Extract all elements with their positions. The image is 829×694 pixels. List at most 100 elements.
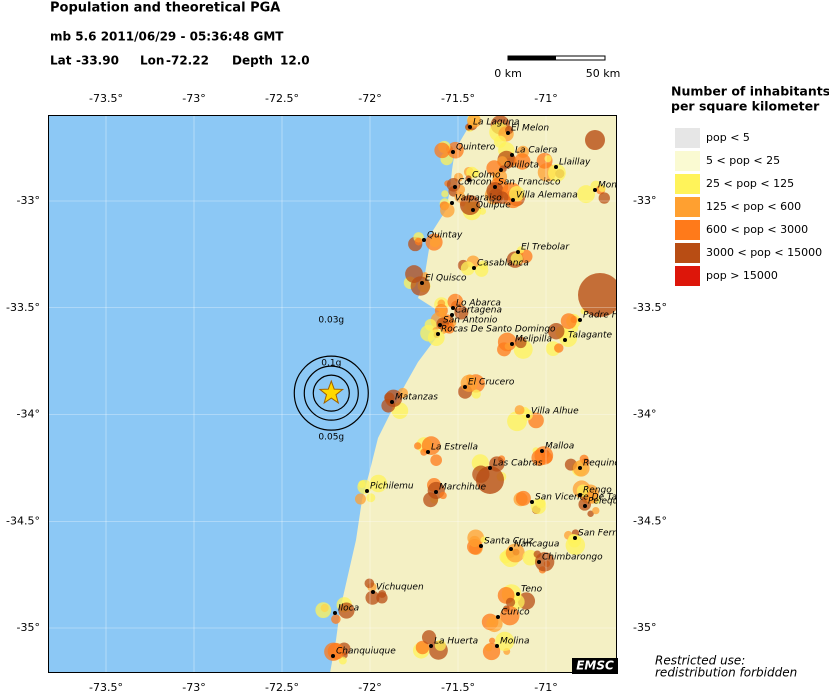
patch: [364, 578, 375, 589]
patch: [567, 534, 582, 548]
city-label: El Quisco: [425, 274, 467, 284]
city-dot: [509, 547, 513, 551]
patch: [447, 293, 464, 310]
patch: [338, 602, 355, 619]
city-dot: [537, 560, 541, 564]
city-dot: [530, 500, 534, 504]
city-label: La Laguna: [473, 118, 520, 128]
epicenter: [318, 379, 345, 405]
patch: [415, 640, 430, 655]
legend-swatch: [675, 197, 700, 217]
patch: [434, 142, 450, 159]
patch: [592, 506, 600, 515]
city-label: Pelequen: [588, 497, 630, 507]
city-label: Talagante: [568, 331, 613, 341]
legend-label: pop < 5: [706, 131, 750, 144]
patch: [486, 615, 503, 633]
city-dot: [436, 332, 440, 336]
lat-tick-label: -35°: [633, 621, 656, 634]
patch: [423, 492, 439, 508]
legend: Number of inhabitants per square kilomet…: [671, 84, 829, 286]
patch: [441, 190, 449, 198]
city-label: Chanquiuque: [336, 647, 396, 657]
city-dot: [479, 544, 483, 548]
patch: [405, 265, 423, 283]
patch: [547, 323, 565, 340]
city-dot: [451, 150, 455, 154]
lat-label: Lat: [50, 54, 72, 68]
lon-tick-label: -73°: [182, 92, 205, 105]
legend-swatch: [675, 220, 700, 240]
city-dot: [331, 654, 335, 658]
title: Population and theoretical PGA: [50, 1, 280, 16]
city-label: Santa Cruz: [484, 537, 534, 547]
scale-bar: [507, 55, 606, 61]
patch: [378, 589, 387, 598]
patch: [439, 491, 447, 500]
city-label: Teno: [521, 585, 543, 595]
city-label: El Crucero: [468, 378, 515, 388]
patch: [505, 597, 516, 607]
patch: [577, 185, 596, 204]
lon-tick-label: -71°: [534, 681, 557, 694]
city-dot: [488, 466, 492, 470]
patch: [427, 329, 445, 346]
patch: [414, 442, 422, 450]
patch: [578, 273, 617, 317]
city-dot: [563, 338, 567, 342]
city-dot: [463, 385, 467, 389]
lat-tick-label: -35°: [17, 621, 40, 634]
city-dot: [506, 131, 510, 135]
city-dot: [371, 590, 375, 594]
city-dot: [516, 592, 520, 596]
legend-swatch: [675, 266, 700, 286]
city-dot: [496, 615, 500, 619]
depth-label: Depth: [232, 54, 273, 68]
legend-swatch: [675, 128, 700, 148]
city-dot: [578, 493, 582, 497]
city-label: Quintay: [427, 231, 463, 241]
city-label: Quintero: [456, 143, 496, 153]
patch: [421, 436, 441, 456]
pga-contour: [293, 355, 369, 431]
city-dot: [526, 414, 530, 418]
patch: [547, 164, 566, 182]
patch: [315, 602, 332, 618]
patch: [509, 186, 525, 202]
city-dot: [468, 125, 472, 129]
footer-line: Restricted use:: [655, 654, 745, 668]
city-dot: [493, 185, 497, 189]
lat-tick-label: -33°: [633, 194, 656, 207]
city-label: San Vicente De Tagua Tagua: [535, 493, 664, 503]
patch: [414, 237, 423, 246]
city-dot: [450, 313, 454, 317]
lon-tick-label: -73.5°: [89, 92, 123, 105]
city-label: Marchihue: [439, 483, 487, 493]
patch: [514, 405, 525, 415]
patch: [530, 498, 547, 515]
patch: [440, 203, 455, 218]
legend-swatch: [675, 174, 700, 194]
patch: [366, 493, 376, 503]
city-label: Rocas De Santo Domingo: [441, 325, 556, 335]
lon-tick-label: -72°: [358, 681, 381, 694]
pga-label: 0.1g: [321, 359, 341, 369]
city-dot: [434, 490, 438, 494]
patch: [585, 130, 605, 150]
city-label: San Fernando: [578, 529, 641, 539]
legend-title: Number of inhabitants: [671, 84, 829, 99]
patch: [476, 466, 504, 494]
legend-label: 125 < pop < 600: [706, 200, 801, 213]
city-dot: [420, 281, 424, 285]
city-label: El Melon: [511, 124, 549, 134]
city-dot: [390, 400, 394, 404]
city-dot: [583, 504, 587, 508]
city-dot: [593, 188, 597, 192]
pga-contour: [303, 365, 359, 421]
lon-label: Lon: [140, 54, 164, 68]
city-dot: [422, 238, 426, 242]
lat-tick-label: -34°: [633, 408, 656, 421]
city-label: Padre Hurtado: [583, 311, 649, 321]
city-label: Valparaiso: [455, 194, 502, 204]
